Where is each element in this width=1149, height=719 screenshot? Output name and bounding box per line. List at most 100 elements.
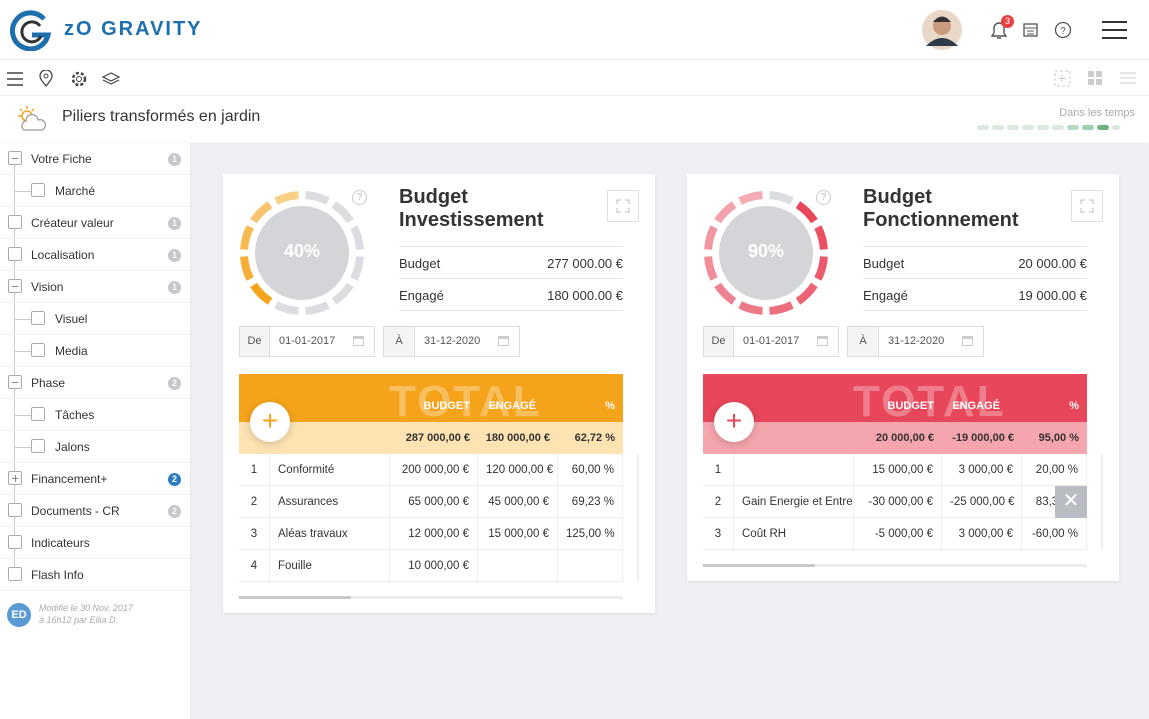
date-input[interactable]: 01-01-2017 [733,326,839,357]
table-cell: 12 000,00 € [390,518,478,550]
branch [14,191,31,192]
checkbox [31,183,45,197]
checkbox [31,439,45,453]
gauge-segment [769,191,794,205]
filter-label: À [383,326,415,357]
sidebar-item[interactable]: Créateur valeur 1 [0,207,190,239]
gauge-segment [795,201,818,224]
gauge-segment [795,282,818,305]
table-cell: 60,00 % [558,454,623,486]
gauge-segment [274,191,299,205]
total-cell: 95,00 % [1038,432,1079,444]
table-cell: 1 [703,454,734,486]
gauge-segment [305,301,330,315]
item-label: Financement+ [31,472,108,486]
item-label: Vision [31,280,64,294]
sidebar-item[interactable]: Flash Info [0,559,190,591]
sidebar-subitem[interactable]: Marché [0,175,190,207]
table-row: 3 Coût RH -5 000,00 €3 000,00 € -60,00 % [703,518,1087,550]
toolbar-icons[interactable] [6,70,126,88]
table-cell: 2 [703,486,734,518]
page-title: Piliers transformés en jardin [62,108,261,125]
summary-label: Budget [863,256,905,271]
sidebar-item[interactable]: Localisation 1 [0,239,190,271]
date-input[interactable]: 31-12-2020 [878,326,984,357]
item-badge: 2 [168,505,181,518]
menu-icon[interactable] [1101,20,1128,40]
avatar[interactable] [920,8,964,52]
gauge-segment [704,256,718,281]
total-row: 287 000,00 € 180 000,00 € 62,72 % [239,422,623,454]
add-button[interactable]: + [714,402,754,442]
gauge-core [255,206,349,300]
close-button[interactable]: ✕ [1055,486,1087,518]
total-cell: 287 000,00 € [405,432,470,444]
svg-text:?: ? [1060,26,1066,37]
sidebar-item[interactable]: Financement+ 2 [0,463,190,495]
checkbox [31,311,45,325]
notification-badge: 3 [1001,15,1014,28]
sidebar-item[interactable]: Votre Fiche 1 [0,143,190,175]
sidebar-item[interactable]: Phase 2 [0,367,190,399]
branch [14,351,31,352]
item-badge: 1 [168,153,181,166]
column-header: BUDGET [423,400,470,412]
gauge-segment [814,256,828,281]
help-icon[interactable]: ? [1053,20,1073,40]
summary-row: Budget 277 000.00 € [399,246,623,278]
toolbar [0,61,1149,95]
table-cell: Assurances [270,486,390,518]
column-header: BUDGET [887,400,934,412]
info-icon[interactable]: ? [816,190,831,205]
calendar-icon[interactable] [1022,21,1040,39]
table-row: 3 Aléas travaux 12 000,00 €15 000,00 €125,… [239,518,623,550]
toggle-box [8,471,22,485]
logo[interactable] [10,9,54,51]
scroll-track-vertical [637,454,639,582]
sidebar-subitem[interactable]: Tâches [0,399,190,431]
expand-button[interactable] [1071,190,1103,222]
scroll-thumb[interactable] [703,564,815,567]
sidebar-subitem[interactable]: Jalons [0,431,190,463]
sidebar-subitem[interactable]: Media [0,335,190,367]
expand-button[interactable] [607,190,639,222]
gauge-label: 90% [747,241,785,261]
table-cell: Gain Energie et Entre [734,486,854,518]
main-area: 40%? Budget Investissement Budget 277 000.0… [191,143,1149,719]
gauge-segment [305,191,330,205]
sidebar-item[interactable]: Indicateurs [0,527,190,559]
table-cell: 1 [239,454,270,486]
table-row: 2 Assurances 65 000,00 €45 000,00 €69,23 % [239,486,623,518]
table-cell: 45 000,00 € [478,486,558,518]
view-icons[interactable] [1054,70,1138,88]
sidebar-subitem[interactable]: Visuel [0,303,190,335]
sidebar-item[interactable]: Documents - CR 2 [0,495,190,527]
scroll-track [703,564,1087,567]
table-cell: 10 000,00 € [390,550,478,582]
gauge-segment [350,225,364,250]
sidebar-item[interactable]: Vision 1 [0,271,190,303]
summary-value: 277 000.00 € [547,256,623,271]
scroll-thumb[interactable] [239,596,351,599]
date-input[interactable]: 01-01-2017 [269,326,375,357]
summary-value: 20 000.00 € [1018,256,1087,271]
table-cell: 3 000,00 € [942,518,1022,550]
date-input[interactable]: 31-12-2020 [414,326,520,357]
gauge-segment [331,201,354,224]
table-cell: -25 000,00 € [942,486,1022,518]
bell-icon[interactable] [988,20,1010,42]
table-cell [558,550,623,582]
add-button[interactable]: + [250,402,290,442]
table-cell: 20,00 % [1022,454,1087,486]
gauge-segment [274,301,299,315]
toggle-box [8,279,22,293]
item-label: Phase [31,376,66,390]
table-cell: -5 000,00 € [854,518,942,550]
table-header: TOTAL BUDGET ENGAGÉ% [703,374,1087,426]
table-cell: 120 000,00 € [478,454,558,486]
info-icon[interactable]: ? [352,190,367,205]
table-cell [478,550,558,582]
weather-icon [18,106,46,131]
table-cell [734,454,854,486]
